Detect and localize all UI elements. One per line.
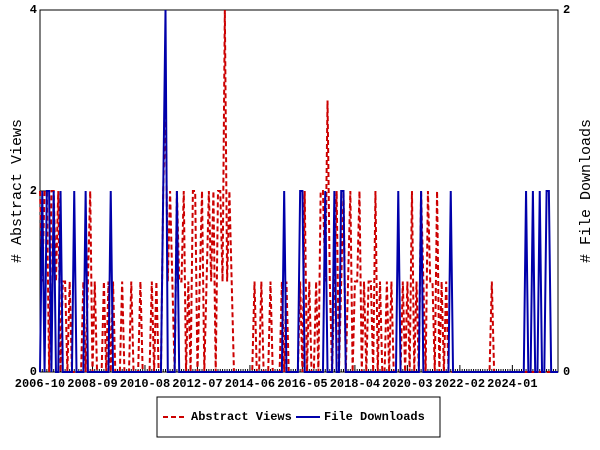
- y2-tick-label: 0: [563, 365, 570, 379]
- legend-label: File Downloads: [324, 410, 425, 424]
- x-tick-label: 2020-03: [382, 377, 432, 391]
- y-axis-label: # Abstract Views: [9, 119, 26, 263]
- y-tick-label: 0: [30, 365, 37, 379]
- series-line: [39, 9, 558, 373]
- y2-axis-label: # File Downloads: [578, 119, 595, 263]
- x-tick-label: 2012-07: [172, 377, 222, 391]
- y2-tick-label: 2: [563, 3, 570, 17]
- x-tick-label: 2022-02: [435, 377, 485, 391]
- x-tick-label: 2016-05: [277, 377, 327, 391]
- x-tick-label: 2008-09: [67, 377, 117, 391]
- y-tick-label: 4: [30, 3, 37, 17]
- x-tick-label: 2006-10: [15, 377, 65, 391]
- legend-label: Abstract Views: [191, 410, 292, 424]
- x-tick-label: 2010-08: [120, 377, 170, 391]
- x-tick-label: 2018-04: [330, 377, 380, 391]
- x-tick-label: 2024-01: [487, 377, 537, 391]
- y-tick-label: 2: [30, 184, 37, 198]
- x-tick-label: 2014-06: [225, 377, 275, 391]
- legend: [156, 396, 441, 438]
